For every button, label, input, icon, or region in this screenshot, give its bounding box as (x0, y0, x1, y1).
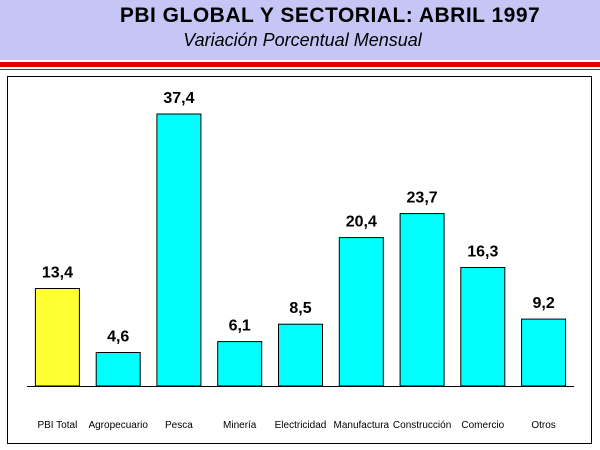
bar-2 (156, 113, 202, 387)
header-rule-bottom (0, 69, 600, 70)
header-rule-gap (0, 67, 600, 69)
bar-chart: 13,4 PBI Total 4,6 Agropecuario 37,4 Pesca 6,1… (27, 90, 574, 431)
data-label-6: 23,7 (407, 190, 438, 207)
bar-1 (95, 352, 141, 387)
bar-4 (278, 323, 323, 387)
data-label-8: 9,2 (532, 295, 554, 312)
bar-0 (34, 288, 80, 387)
chart-title: PBI GLOBAL Y SECTORIAL: ABRIL 1997 (119, 4, 541, 27)
data-label-3: 6,1 (229, 318, 251, 335)
bar-8 (521, 318, 567, 387)
bar-3 (217, 341, 263, 387)
data-label-2: 37,4 (163, 90, 194, 107)
category-label-4: Electricidad (275, 420, 327, 431)
data-label-1: 4,6 (107, 329, 129, 346)
header-band (0, 0, 600, 60)
data-label-7: 16,3 (467, 244, 498, 261)
header-rule-top (0, 62, 600, 67)
bar-6 (399, 213, 445, 387)
category-label-1: Agropecuario (88, 420, 148, 431)
data-label-5: 20,4 (346, 214, 377, 231)
category-label-7: Comercio (461, 420, 504, 431)
bar-5 (338, 237, 384, 387)
chart-subtitle: Variación Porcentual Mensual (183, 30, 422, 50)
chart-frame: 13,4 PBI Total 4,6 Agropecuario 37,4 Pesca 6,1… (7, 76, 592, 444)
category-label-0: PBI Total (37, 420, 77, 431)
data-label-4: 8,5 (289, 300, 311, 317)
data-label-0: 13,4 (42, 265, 73, 282)
category-label-3: Minería (223, 420, 257, 431)
category-label-6: Construcción (393, 420, 451, 431)
category-label-8: Otros (531, 420, 555, 431)
category-label-5: Manufactura (334, 420, 390, 431)
category-label-2: Pesca (165, 420, 193, 431)
bar-7 (460, 267, 506, 387)
